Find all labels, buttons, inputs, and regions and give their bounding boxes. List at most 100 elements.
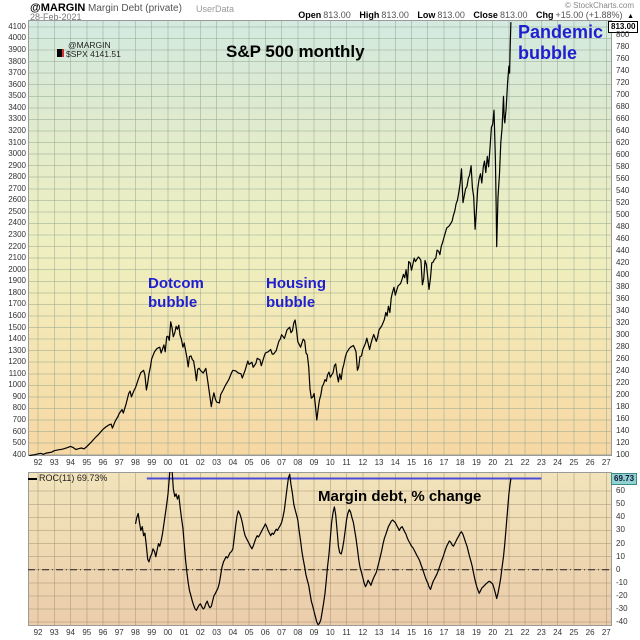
axis-tick-label: 400 (616, 270, 630, 280)
axis-tick-label: 540 (616, 186, 630, 196)
axis-tick-label: 4100 (8, 21, 26, 31)
axis-tick-label: 13 (374, 458, 384, 467)
axis-tick-label: 2100 (8, 253, 26, 263)
main-legend-symbol[interactable]: @MARGIN (68, 40, 111, 50)
axis-tick-label: 1100 (8, 368, 26, 378)
roc-line-swatch-icon (28, 478, 37, 480)
axis-tick-label: 3500 (8, 91, 26, 101)
axis-tick-label: 26 (585, 458, 595, 467)
axis-tick-label: 0 (616, 564, 621, 574)
axis-tick-label: 07 (277, 628, 287, 637)
axis-tick-label: 97 (114, 458, 124, 467)
axis-tick-label: 40 (616, 512, 625, 522)
axis-tick-label: 500 (12, 438, 26, 448)
axis-tick-label: 1700 (8, 299, 26, 309)
axis-tick-label: 20 (488, 628, 498, 637)
axis-tick-label: 10 (325, 628, 335, 637)
axis-tick-label: 16 (423, 628, 433, 637)
axis-tick-label: 06 (260, 628, 270, 637)
axis-tick-label: 03 (212, 458, 222, 467)
axis-tick-label: 2900 (8, 160, 26, 170)
axis-tick-label: 220 (616, 378, 630, 388)
axis-tick-label: 15 (407, 458, 416, 467)
roc-value-label: 69.73 (611, 473, 638, 485)
axis-tick-label: 420 (616, 258, 630, 268)
axis-tick-label: 22 (520, 458, 530, 467)
axis-tick-label: 3800 (8, 56, 26, 66)
high-label: High (359, 10, 380, 20)
axis-tick-label: 11 (342, 628, 351, 637)
axis-tick-label: 05 (244, 628, 254, 637)
axis-tick-label: 98 (131, 458, 140, 467)
source-tag: UserData (196, 4, 235, 14)
axis-tick-label: 07 (277, 458, 287, 467)
axis-tick-label: 10 (616, 551, 625, 561)
axis-tick-label: 800 (616, 30, 630, 40)
axis-tick-label: 2500 (8, 206, 26, 216)
roc-legend[interactable]: ROC(11) 69.73% (39, 473, 108, 483)
axis-tick-label: 700 (12, 415, 26, 425)
axis-tick-label: 00 (163, 628, 173, 637)
open-label: Open (298, 10, 322, 20)
axis-tick-label: 94 (66, 458, 75, 467)
axis-tick-label: 19 (471, 628, 481, 637)
axis-tick-label: 09 (309, 628, 319, 637)
roc-panel[interactable] (28, 472, 612, 626)
axis-tick-label: 99 (147, 458, 157, 467)
axis-tick-label: 1600 (8, 310, 26, 320)
axis-tick-label: 620 (616, 138, 630, 148)
main-chart-panel[interactable]: @MARGIN $SPX 4141.51 (28, 20, 612, 456)
axis-tick-label: 21 (504, 458, 514, 467)
axis-tick-label: 04 (228, 628, 238, 637)
axis-tick-label: 500 (616, 210, 630, 220)
axis-tick-label: 320 (616, 318, 630, 328)
axis-tick-label: 04 (228, 458, 238, 467)
axis-tick-label: 93 (49, 458, 59, 467)
axis-tick-label: 23 (536, 458, 546, 467)
axis-tick-label: 780 (616, 42, 630, 52)
axis-tick-label: 14 (390, 628, 400, 637)
axis-tick-label: 50 (616, 499, 625, 509)
axis-tick-label: 4000 (8, 33, 26, 43)
axis-tick-label: 95 (82, 628, 92, 637)
axis-tick-label: 09 (309, 458, 319, 467)
axis-tick-label: 300 (616, 330, 630, 340)
chart-title: Margin Debt (private) (88, 3, 182, 14)
axis-tick-label: 01 (179, 628, 189, 637)
axis-tick-label: 21 (504, 628, 514, 637)
axis-tick-label: 340 (616, 306, 630, 316)
axis-tick-label: 360 (616, 294, 630, 304)
high-value: 813.00 (381, 10, 409, 20)
axis-tick-label: 720 (616, 78, 630, 88)
axis-tick-label: 19 (471, 458, 481, 467)
axis-tick-label: 3400 (8, 102, 26, 112)
axis-tick-label: 180 (616, 402, 630, 412)
axis-tick-label: 3000 (8, 149, 26, 159)
axis-tick-label: 200 (616, 390, 630, 400)
axis-tick-label: 2300 (8, 230, 26, 240)
main-legend-spx[interactable]: $SPX 4141.51 (66, 49, 121, 59)
axis-tick-label: 3300 (8, 114, 26, 124)
annotation-margin-debt: Margin debt, % change (318, 488, 482, 505)
axis-tick-label: 260 (616, 354, 630, 364)
axis-tick-label: 3100 (8, 137, 26, 147)
axis-tick-label: 660 (616, 114, 630, 124)
axis-tick-label: 00 (163, 458, 173, 467)
axis-tick-label: 01 (179, 458, 189, 467)
axis-tick-label: 520 (616, 198, 630, 208)
axis-tick-label: 98 (131, 628, 140, 637)
axis-tick-label: 25 (569, 458, 579, 467)
axis-tick-label: 08 (293, 628, 303, 637)
axis-tick-label: 760 (616, 54, 630, 64)
axis-tick-label: 60 (616, 486, 625, 496)
axis-tick-label: 640 (616, 126, 630, 136)
annotation-dotcom-bubble: Dotcom bubble (148, 275, 204, 311)
axis-tick-label: 11 (342, 458, 351, 467)
axis-tick-label: 94 (66, 628, 75, 637)
axis-tick-label: 96 (98, 458, 108, 467)
axis-tick-label: 05 (244, 458, 254, 467)
axis-tick-label: 08 (293, 458, 303, 467)
axis-tick-label: 02 (195, 628, 205, 637)
axis-tick-label: 30 (616, 525, 625, 535)
axis-tick-label: 27 (601, 458, 611, 467)
